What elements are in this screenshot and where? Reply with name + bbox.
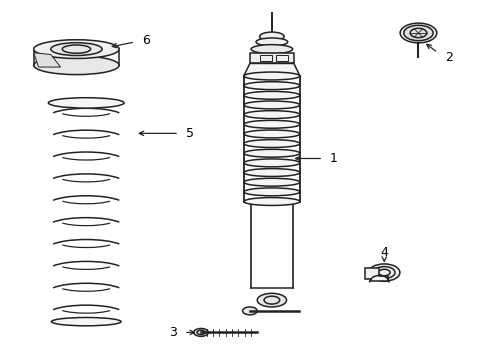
Ellipse shape: [34, 56, 119, 75]
Ellipse shape: [244, 91, 300, 99]
Ellipse shape: [244, 120, 300, 128]
Ellipse shape: [404, 25, 433, 41]
FancyBboxPatch shape: [250, 53, 294, 63]
Polygon shape: [365, 268, 388, 281]
Ellipse shape: [244, 140, 300, 148]
Polygon shape: [34, 53, 61, 67]
Ellipse shape: [251, 45, 293, 54]
Ellipse shape: [244, 101, 300, 109]
Text: 3: 3: [169, 326, 177, 339]
Ellipse shape: [256, 38, 288, 46]
Ellipse shape: [244, 178, 300, 186]
Ellipse shape: [368, 264, 400, 281]
Ellipse shape: [244, 159, 300, 167]
Ellipse shape: [400, 23, 437, 43]
Ellipse shape: [244, 198, 300, 206]
Ellipse shape: [51, 43, 102, 55]
Ellipse shape: [257, 293, 287, 307]
Ellipse shape: [244, 111, 300, 118]
Text: 2: 2: [445, 51, 453, 64]
Ellipse shape: [244, 188, 300, 196]
Ellipse shape: [244, 168, 300, 176]
Text: 5: 5: [186, 127, 194, 140]
Ellipse shape: [243, 307, 257, 315]
Ellipse shape: [244, 82, 300, 90]
Ellipse shape: [34, 40, 119, 58]
Ellipse shape: [244, 149, 300, 157]
Text: 4: 4: [380, 246, 388, 258]
Ellipse shape: [51, 318, 121, 326]
Ellipse shape: [49, 98, 124, 108]
Ellipse shape: [244, 130, 300, 138]
Ellipse shape: [260, 32, 284, 41]
Text: 6: 6: [142, 34, 150, 47]
Polygon shape: [244, 63, 300, 76]
Text: 1: 1: [330, 152, 338, 165]
Ellipse shape: [194, 328, 208, 336]
Ellipse shape: [244, 72, 300, 80]
